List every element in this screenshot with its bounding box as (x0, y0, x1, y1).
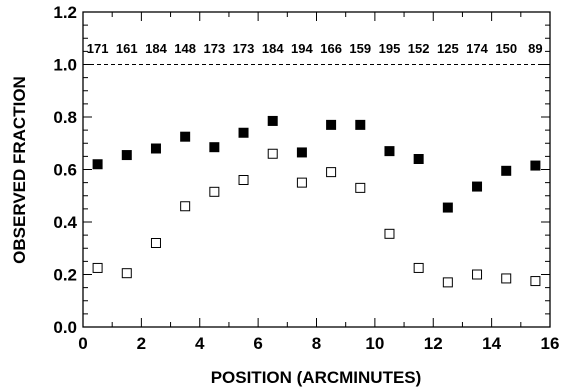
data-point-filled (413, 154, 424, 164)
count-label: 173 (203, 41, 225, 56)
x-tick-label: 12 (424, 334, 443, 353)
data-point-open (355, 182, 366, 193)
count-label: 125 (437, 41, 459, 56)
data-point-filled (530, 160, 541, 171)
data-point-filled (180, 131, 191, 142)
y-tick-label: 1.2 (53, 3, 77, 22)
data-point-open (180, 201, 191, 212)
data-point-open (501, 273, 512, 284)
count-label: 161 (116, 41, 138, 56)
data-point-filled (92, 159, 103, 170)
data-point-open (472, 269, 483, 280)
y-tick-label: 0.0 (53, 318, 77, 337)
count-label: 173 (233, 41, 255, 56)
data-point-filled (326, 119, 337, 130)
data-point-filled (355, 119, 366, 130)
count-label: 195 (379, 41, 401, 56)
data-point-open (413, 262, 424, 273)
x-tick-label: 16 (541, 334, 560, 353)
x-tick-label: 2 (137, 334, 146, 353)
data-point-open (238, 175, 249, 185)
data-point-filled (150, 143, 161, 154)
x-tick-label: 6 (253, 334, 262, 353)
data-point-filled (472, 181, 483, 192)
x-tick-label: 4 (195, 334, 205, 353)
count-label: 166 (320, 41, 342, 56)
data-point-open (121, 268, 132, 279)
data-point-open (326, 167, 337, 178)
count-label: 184 (145, 41, 167, 56)
x-tick-label: 14 (482, 334, 501, 353)
y-tick-label: 1.0 (53, 56, 77, 75)
data-point-open (209, 186, 220, 197)
y-tick-label: 0.6 (53, 161, 77, 180)
count-label: 159 (349, 41, 371, 56)
data-point-open (384, 228, 395, 239)
data-point-filled (442, 202, 453, 213)
count-label: 148 (174, 41, 196, 56)
data-point-filled (238, 127, 249, 138)
plot-frame (82, 11, 551, 328)
data-point-filled (121, 150, 132, 161)
y-tick-label: 0.2 (53, 266, 77, 285)
count-label: 171 (87, 41, 109, 56)
x-tick-label: 0 (78, 334, 87, 353)
data-point-open (442, 277, 453, 288)
data-point-filled (296, 147, 307, 158)
data-point-open (530, 276, 541, 287)
count-label: 184 (262, 41, 284, 56)
y-tick-label: 0.8 (53, 108, 77, 127)
data-point-open (92, 262, 103, 273)
count-label: 174 (466, 41, 488, 56)
data-point-filled (384, 146, 395, 157)
data-point-filled (209, 142, 220, 153)
y-axis-title: OBSERVED FRACTION (10, 76, 29, 264)
count-label: 89 (528, 41, 542, 56)
data-point-filled (501, 165, 512, 176)
count-label: 152 (408, 41, 430, 56)
count-label: 150 (495, 41, 517, 56)
data-point-open (150, 238, 161, 248)
x-axis-title: POSITION (ARCMINUTES) (211, 368, 422, 387)
x-tick-label: 8 (312, 334, 321, 353)
data-point-open (267, 148, 278, 159)
data-point-filled (267, 115, 278, 126)
count-label: 194 (291, 41, 313, 56)
y-tick-label: 0.4 (53, 213, 77, 232)
data-point-open (296, 177, 307, 188)
x-tick-label: 10 (365, 334, 384, 353)
